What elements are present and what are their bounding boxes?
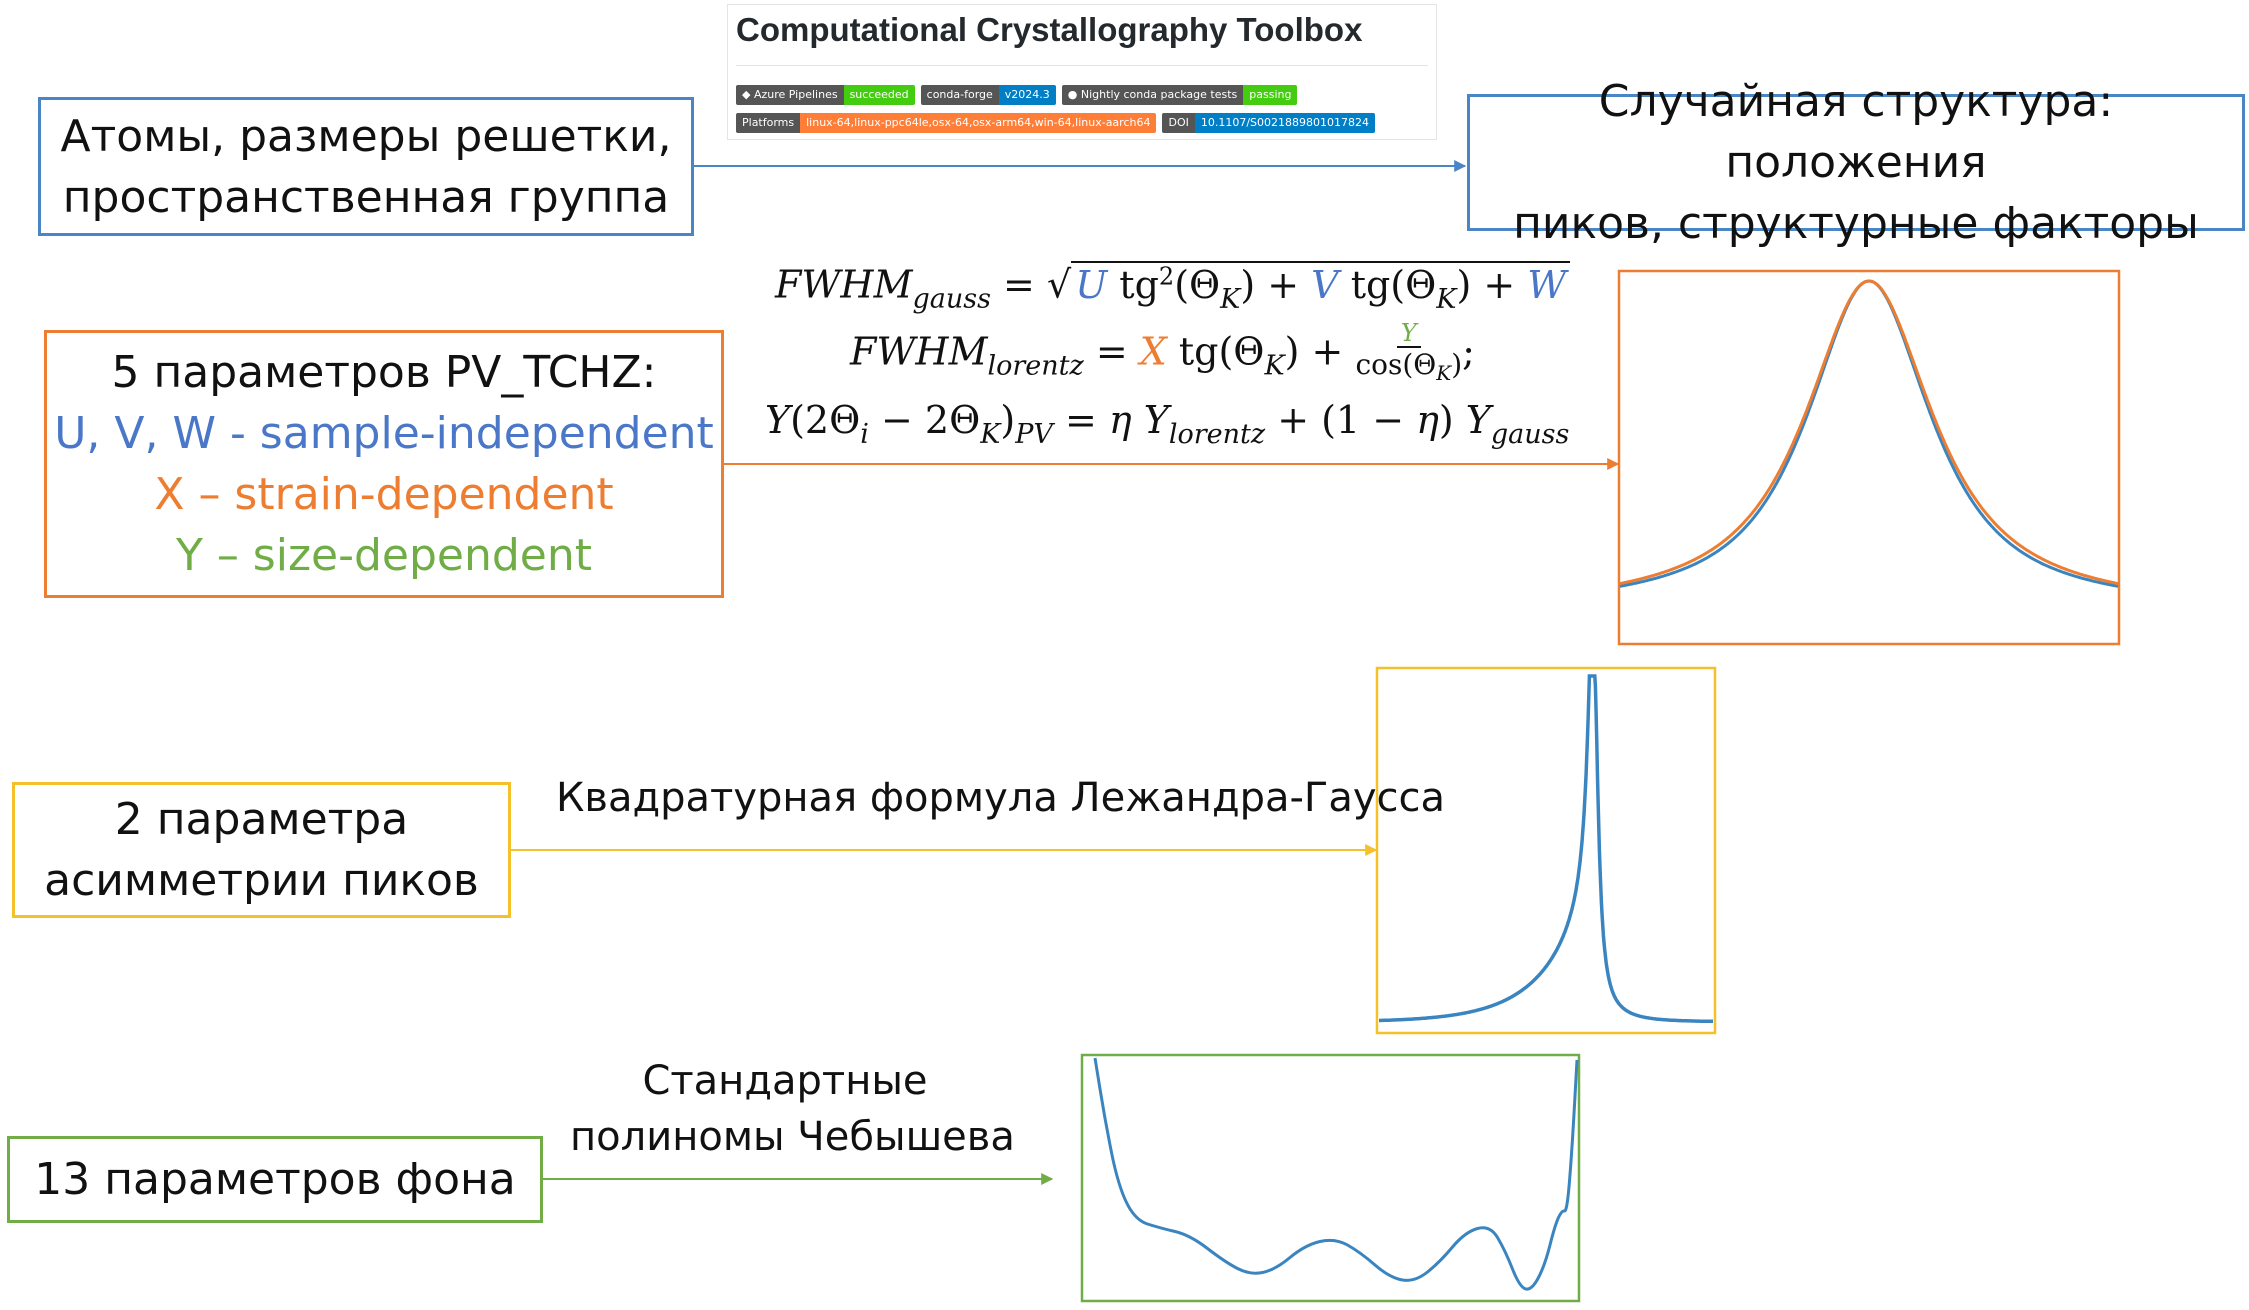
asymmetric-peak-curve [1379, 674, 1713, 1024]
chebyshev-plot-frame [1080, 1053, 1581, 1303]
atoms-line-2: пространственная группа [62, 171, 670, 223]
pv-title: 5 параметров PV_TCHZ: [111, 347, 657, 398]
background-box: 13 параметров фона [7, 1136, 543, 1223]
atoms-input-box: Атомы, размеры решетки, пространственная… [38, 97, 694, 236]
pv-peak-plot-frame [1617, 269, 2121, 646]
pv-y: Y – size-dependent [175, 530, 593, 581]
github-icon: ● [1067, 88, 1081, 101]
badge-row-1: ◆ Azure Pipelines succeeded conda-forge … [736, 85, 1298, 105]
random-line-2: пиков, структурные факторы [1513, 198, 2199, 249]
conda-forge-badge[interactable]: conda-forge v2024.3 [920, 85, 1056, 105]
platforms-badge[interactable]: Platforms linux-64,linux-ppc64le,osx-64,… [736, 113, 1157, 133]
toolbox-title: Computational Crystallography Toolbox [736, 11, 1363, 48]
asym-peak-plot-frame [1375, 666, 1717, 1035]
bg-line-1: 13 параметров фона [34, 1154, 516, 1205]
chebyshev-label-2: полиномы Чебышева [570, 1114, 1015, 1160]
asym-line-1: 2 параметра [114, 794, 409, 845]
azure-pipelines-badge[interactable]: ◆ Azure Pipelines succeeded [736, 85, 915, 105]
pv-x: X – strain-dependent [154, 469, 614, 520]
doi-badge[interactable]: DOI 10.1107/S0021889801017824 [1162, 113, 1376, 133]
azure-icon: ◆ [742, 88, 754, 101]
toolbox-header: Computational Crystallography Toolbox ◆ … [727, 4, 1437, 140]
atoms-line-1: Атомы, размеры решетки, [60, 110, 672, 162]
pv-uvw: U, V, W - sample-independent [54, 408, 714, 459]
chebyshev-label-1: Стандартные [642, 1058, 928, 1104]
legendre-gauss-label: Квадратурная формула Лежандра-Гаусса [556, 775, 1446, 821]
asym-line-2: асимметрии пиков [44, 855, 479, 906]
formula-fwhm-gauss: FWHMgauss = √ U tg2(ΘK) + V tg(ΘK) + W [775, 260, 1571, 315]
pv-pseudo-voigt-curve [1619, 279, 2119, 586]
asymmetry-box: 2 параметра асимметрии пиков [12, 782, 511, 918]
random-line-1: Случайная структура: положения [1598, 76, 2114, 188]
pv-tchz-box: 5 параметров PV_TCHZ: U, V, W - sample-i… [44, 330, 724, 598]
formula-pseudo-voigt: Y(2Θi − 2ΘK)PV = η Ylorentz + (1 − η) Yg… [765, 398, 1570, 450]
nightly-tests-badge[interactable]: ● Nightly conda package tests passing [1061, 85, 1298, 105]
pv-gauss-curve [1619, 279, 2119, 588]
random-structure-box: Случайная структура: положения пиков, ст… [1467, 76, 2245, 249]
chebyshev-background-curve [1093, 1057, 1579, 1291]
toolbox-divider [736, 65, 1428, 66]
badge-row-2: Platforms linux-64,linux-ppc64le,osx-64,… [736, 113, 1376, 133]
